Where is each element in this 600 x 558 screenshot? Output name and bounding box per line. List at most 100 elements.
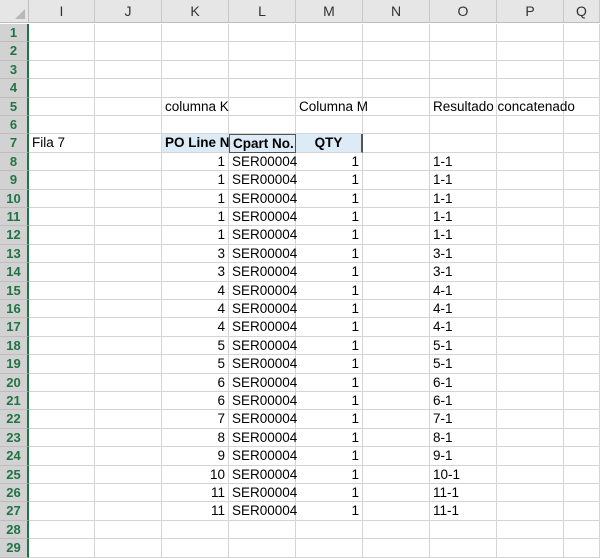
cell-O1[interactable] (430, 24, 497, 43)
cell-P3[interactable] (497, 60, 564, 80)
cell-J26[interactable] (95, 484, 162, 503)
po-line-value[interactable]: 3 (162, 263, 229, 282)
concat-result-value[interactable]: 4-1 (430, 281, 497, 300)
row-header-23[interactable]: 23 (0, 428, 29, 448)
cell-Q9[interactable] (564, 171, 600, 190)
cell-O2[interactable] (430, 42, 497, 61)
cell-P29[interactable] (497, 539, 564, 558)
cell-N4[interactable] (363, 79, 430, 98)
concat-result-value[interactable]: 1-1 (430, 208, 497, 227)
label-K5[interactable]: columna K (165, 98, 229, 114)
qty-value[interactable]: 1 (296, 318, 363, 337)
header-cpart-no[interactable]: Cpart No. (229, 134, 296, 153)
cell-J18[interactable] (95, 336, 162, 356)
column-header-N[interactable]: N (363, 0, 430, 23)
cell-K2[interactable] (162, 42, 229, 61)
cell-I13[interactable] (29, 244, 95, 264)
cell-N12[interactable] (363, 226, 430, 245)
row-header-18[interactable]: 18 (0, 336, 29, 356)
column-header-L[interactable]: L (229, 0, 296, 23)
qty-value[interactable]: 1 (296, 336, 363, 356)
cell-K5[interactable] (162, 97, 229, 116)
cpart-value[interactable]: SER00004 (229, 502, 297, 521)
concat-result-value[interactable]: 1-1 (430, 171, 497, 190)
cell-Q16[interactable] (564, 300, 600, 319)
cell-M29[interactable] (296, 539, 363, 558)
row-header-19[interactable]: 19 (0, 355, 29, 374)
cell-I5[interactable] (29, 97, 95, 116)
po-line-value[interactable]: 1 (162, 208, 229, 227)
label-M5[interactable]: Columna M (299, 98, 369, 114)
po-line-value[interactable]: 11 (162, 484, 229, 503)
po-line-value[interactable]: 4 (162, 300, 229, 319)
cell-Q19[interactable] (564, 355, 600, 374)
po-line-value[interactable]: 3 (162, 244, 229, 264)
qty-value[interactable]: 1 (296, 373, 363, 392)
cell-O29[interactable] (430, 539, 497, 558)
cell-Q10[interactable] (564, 189, 600, 208)
cell-M3[interactable] (296, 60, 363, 80)
row-header-5[interactable]: 5 (0, 97, 29, 116)
cell-J25[interactable] (95, 465, 162, 484)
cell-K28[interactable] (162, 520, 229, 540)
cell-J3[interactable] (95, 60, 162, 80)
cell-O4[interactable] (430, 79, 497, 98)
qty-value[interactable]: 1 (296, 355, 363, 374)
row-header-3[interactable]: 3 (0, 60, 29, 80)
cell-P23[interactable] (497, 428, 564, 448)
row-header-7[interactable]: 7 (0, 134, 29, 153)
cell-N28[interactable] (363, 520, 430, 540)
cell-P8[interactable] (497, 152, 564, 172)
cell-P6[interactable] (497, 116, 564, 135)
cell-J24[interactable] (95, 447, 162, 466)
cell-P14[interactable] (497, 263, 564, 282)
cell-P13[interactable] (497, 244, 564, 264)
cell-Q2[interactable] (564, 42, 600, 61)
row-header-14[interactable]: 14 (0, 263, 29, 282)
cell-I9[interactable] (29, 171, 95, 190)
qty-value[interactable]: 1 (296, 392, 363, 411)
cell-J22[interactable] (95, 410, 162, 429)
row-header-21[interactable]: 21 (0, 392, 29, 411)
cell-P1[interactable] (497, 24, 564, 43)
cell-M6[interactable] (296, 116, 363, 135)
po-line-value[interactable]: 11 (162, 502, 229, 521)
cell-N5[interactable] (363, 97, 430, 116)
cpart-value[interactable]: SER00004 (229, 189, 297, 208)
cell-Q28[interactable] (564, 520, 600, 540)
cell-I19[interactable] (29, 355, 95, 374)
cell-Q3[interactable] (564, 60, 600, 80)
cell-K29[interactable] (162, 539, 229, 558)
cell-P18[interactable] (497, 336, 564, 356)
cell-J28[interactable] (95, 520, 162, 540)
cell-M1[interactable] (296, 24, 363, 43)
cell-I2[interactable] (29, 42, 95, 61)
row-header-27[interactable]: 27 (0, 502, 29, 521)
cell-M28[interactable] (296, 520, 363, 540)
cell-Q23[interactable] (564, 428, 600, 448)
cell-I8[interactable] (29, 152, 95, 172)
cell-N7[interactable] (363, 134, 430, 153)
qty-value[interactable]: 1 (296, 226, 363, 245)
cell-O7[interactable] (430, 134, 497, 153)
cell-L5[interactable] (229, 97, 296, 116)
row-header-29[interactable]: 29 (0, 539, 29, 558)
cell-I15[interactable] (29, 281, 95, 300)
cell-Q12[interactable] (564, 226, 600, 245)
cpart-value[interactable]: SER00004 (229, 263, 297, 282)
cell-Q20[interactable] (564, 373, 600, 392)
cell-I14[interactable] (29, 263, 95, 282)
po-line-value[interactable]: 10 (162, 465, 229, 484)
cell-P25[interactable] (497, 465, 564, 484)
cell-I12[interactable] (29, 226, 95, 245)
cell-I27[interactable] (29, 502, 95, 521)
cell-P7[interactable] (497, 134, 564, 153)
column-header-K[interactable]: K (162, 0, 229, 23)
cell-N1[interactable] (363, 24, 430, 43)
row-header-28[interactable]: 28 (0, 520, 29, 540)
qty-value[interactable]: 1 (296, 484, 363, 503)
cell-J5[interactable] (95, 97, 162, 116)
po-line-value[interactable]: 5 (162, 355, 229, 374)
cell-N24[interactable] (363, 447, 430, 466)
qty-value[interactable]: 1 (296, 502, 363, 521)
